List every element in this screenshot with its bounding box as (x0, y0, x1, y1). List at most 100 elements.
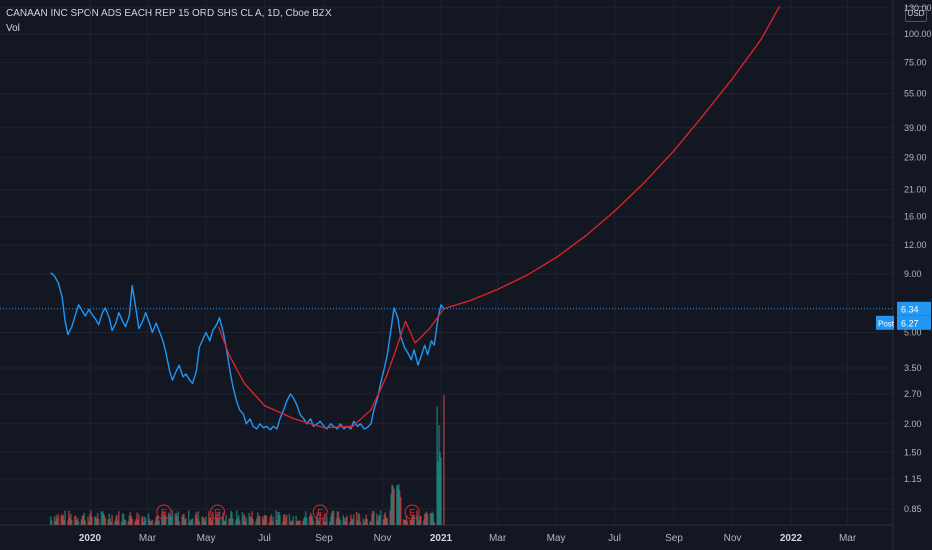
earnings-label: E (409, 508, 415, 518)
volume-bar (137, 520, 139, 525)
volume-bar (258, 516, 261, 525)
volume-bar (201, 516, 203, 525)
volume-bar (270, 514, 273, 525)
volume-bar (189, 519, 192, 525)
chart-title: CANAAN INC SPON ADS EACH REP 15 ORD SHS … (6, 8, 332, 19)
volume-bar (238, 520, 241, 525)
volume-bar (87, 516, 89, 525)
volume-bar (356, 520, 359, 525)
volume-bar (299, 520, 301, 525)
volume-indicator-label[interactable]: Vol (6, 23, 20, 34)
series-lines (50, 5, 781, 431)
volume-bar (69, 516, 71, 525)
volume-bar (417, 515, 419, 525)
volume-bar (63, 519, 65, 525)
volume-bar (326, 516, 328, 525)
y-tick-label: 1.15 (904, 474, 922, 484)
currency-button[interactable]: USD (905, 6, 927, 22)
volume-bar (82, 514, 85, 525)
volume-bar (305, 517, 308, 525)
volume-bar (396, 484, 398, 525)
volume-bar (393, 488, 395, 525)
volume-bar (331, 510, 334, 525)
volume-bar (391, 484, 393, 525)
volume-bar (91, 516, 93, 525)
volume-bar (196, 517, 199, 525)
x-tick-label: Mar (489, 533, 507, 544)
volume-bar (175, 512, 178, 525)
volume-bar (191, 518, 194, 525)
volume-bar (281, 521, 284, 525)
volume-bar (121, 513, 124, 525)
volume-bar (416, 510, 418, 525)
x-tick-label: Nov (374, 533, 392, 544)
volume-bar (209, 517, 211, 525)
volume-bar (194, 514, 197, 525)
volume-bar (89, 513, 91, 525)
volume-bar (124, 519, 127, 525)
volume-bar (203, 518, 205, 525)
volume-bar (424, 512, 427, 525)
volume-bar (53, 516, 56, 525)
volume-bar (158, 520, 160, 525)
last-price-tag (897, 301, 931, 316)
volume-bar (436, 406, 438, 525)
volume-bar (262, 519, 265, 525)
volume-bar (174, 514, 177, 525)
volume-bar (50, 520, 53, 525)
volume-bar (237, 515, 240, 525)
volume-bar (223, 520, 226, 525)
volume-bar (138, 514, 140, 525)
volume-bar (169, 514, 172, 525)
volume-bar (171, 510, 174, 525)
volume-bar (392, 485, 394, 525)
volume-bar (349, 521, 351, 525)
volume-bar (397, 486, 399, 525)
volume-bar (97, 518, 100, 525)
volume-bar (215, 517, 218, 525)
volume-bar (183, 513, 185, 525)
volume-bar (156, 515, 158, 525)
volume-bar (376, 520, 379, 525)
volume-bar (409, 519, 412, 525)
volume-bar (154, 521, 157, 525)
y-tick-label: 75.00 (904, 58, 927, 68)
volume-bar (283, 514, 286, 525)
volume-bar (382, 519, 385, 525)
volume-bar (279, 515, 281, 525)
volume-bar (88, 521, 90, 525)
volume-bar (263, 515, 266, 525)
volume-bar (275, 510, 277, 525)
volume-bar (116, 514, 118, 525)
volume-bar (295, 515, 297, 525)
volume-bar (151, 519, 154, 525)
volume-bar (231, 512, 233, 525)
volume-bar (108, 513, 110, 525)
volume-bar (345, 517, 347, 525)
volume-bar (296, 520, 298, 525)
volume-bar (390, 493, 392, 525)
volume-bar (383, 513, 386, 525)
volume-bar (236, 517, 239, 525)
volume-bar (289, 521, 292, 525)
volume-bar (103, 515, 106, 525)
volume-bar (297, 521, 299, 525)
volume-bar (217, 519, 220, 525)
x-tick-label: Mar (139, 533, 157, 544)
volume-bar (342, 515, 344, 525)
volume-bar (211, 511, 214, 525)
volume-bar (257, 512, 259, 525)
earnings-label: E (317, 508, 323, 518)
volume-bar (49, 516, 52, 525)
volume-bar (385, 517, 388, 525)
volume-bar (195, 512, 198, 525)
x-tick-label: Jul (258, 533, 271, 544)
earnings-label: E (161, 508, 167, 518)
volume-bar (284, 518, 287, 525)
volume-bar (73, 516, 76, 525)
volume-bar (282, 514, 285, 525)
volume-bar (77, 521, 80, 525)
volume-bar (304, 511, 307, 525)
volume-bar (80, 519, 83, 525)
